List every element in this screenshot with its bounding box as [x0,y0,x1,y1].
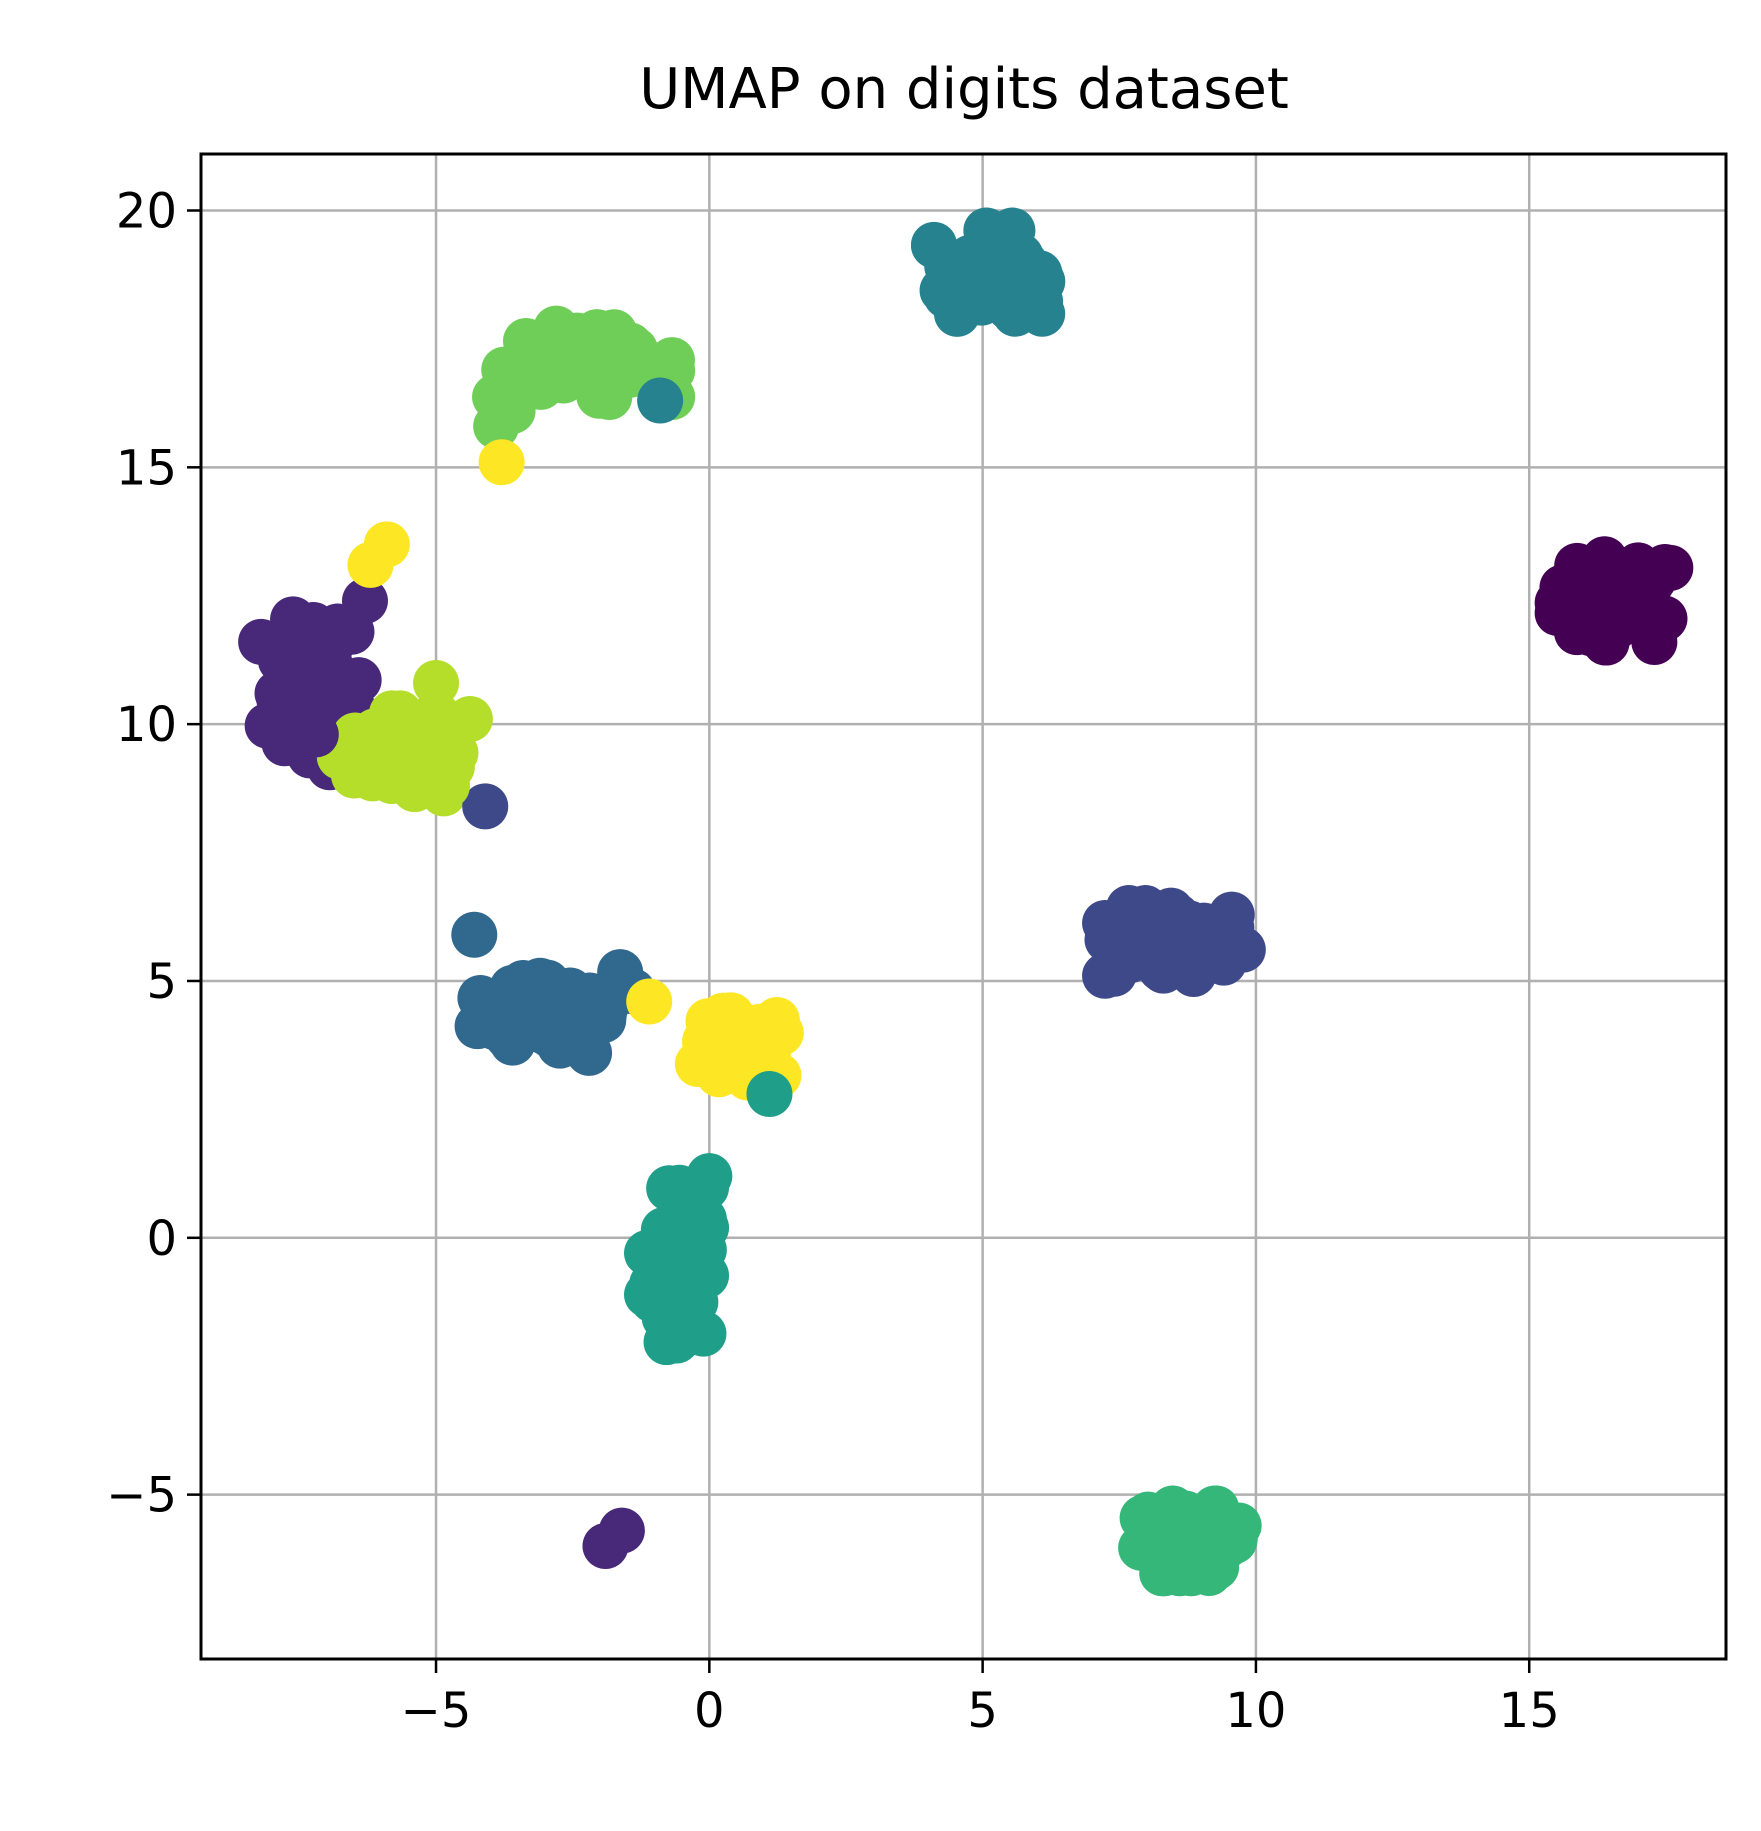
scatter-point [451,911,498,958]
y-tick-label: 10 [116,697,177,753]
scatter-point [566,1029,613,1076]
scatter-point [319,674,366,721]
scatter-point [314,603,361,650]
scatter-point [292,711,339,758]
scatter-point [478,439,525,486]
scatter-point [347,541,394,588]
scatter-point [964,229,1011,276]
scatter-point [746,1070,793,1117]
scatter-point [254,670,301,717]
scatter-point [648,337,695,384]
scatter-point [331,752,378,799]
plot-frame [199,152,1728,1661]
scatter-point [1641,595,1688,642]
y-tick-label: 15 [116,440,177,496]
x-tick-label: 15 [1499,1683,1560,1739]
y-tick-label: 20 [116,184,177,240]
scatter-point [1587,589,1634,636]
scatter-point [446,695,493,742]
scatter-point [975,270,1022,317]
scatter-point [1593,554,1640,601]
scatter-point [526,998,573,1045]
grid-lines [201,154,1726,1659]
x-tick-label: −5 [401,1683,472,1739]
scatter-point [423,762,470,809]
y-tick-label: 0 [146,1211,177,1267]
scatter-point [1554,542,1601,589]
scatter-point [626,978,673,1025]
x-tick-label: 5 [967,1683,998,1739]
scatter-point [533,305,580,352]
scatter-point [482,352,529,399]
scatter-point [473,403,520,450]
scatter-point [598,1507,645,1554]
chart-title: UMAP on digits dataset [639,57,1289,122]
scatter-point [997,233,1044,280]
scatter-point [637,377,684,424]
scatter-point [686,1153,733,1200]
x-tick-label: 0 [694,1683,725,1739]
scatter-point [596,331,643,378]
scatter-point [1166,925,1213,972]
scatter-point [1169,1508,1216,1555]
scatter-point [413,690,460,737]
scatter-point [1647,544,1694,591]
scatter-point [462,783,509,830]
scatter-point [271,608,318,655]
scatter-point [377,690,424,737]
axis-ticks: −5 0 5 10 15 −5 0 5 10 15 20 [106,184,1560,1739]
scatter-point [1193,1544,1240,1591]
scatter-point [646,1165,693,1212]
scatter-point [680,1226,727,1273]
y-tick-label: 5 [146,954,177,1010]
scatter-point [489,1019,536,1066]
x-tick-label: 10 [1225,1683,1286,1739]
scatter-point [1098,916,1145,963]
scatter-point [1537,581,1584,628]
scatter-point [694,1030,741,1077]
data-points [238,207,1694,1597]
y-tick-label: −5 [106,1468,177,1524]
scatter-point [457,975,504,1022]
scatter-point [653,1317,700,1364]
scatter-point [642,1233,689,1280]
